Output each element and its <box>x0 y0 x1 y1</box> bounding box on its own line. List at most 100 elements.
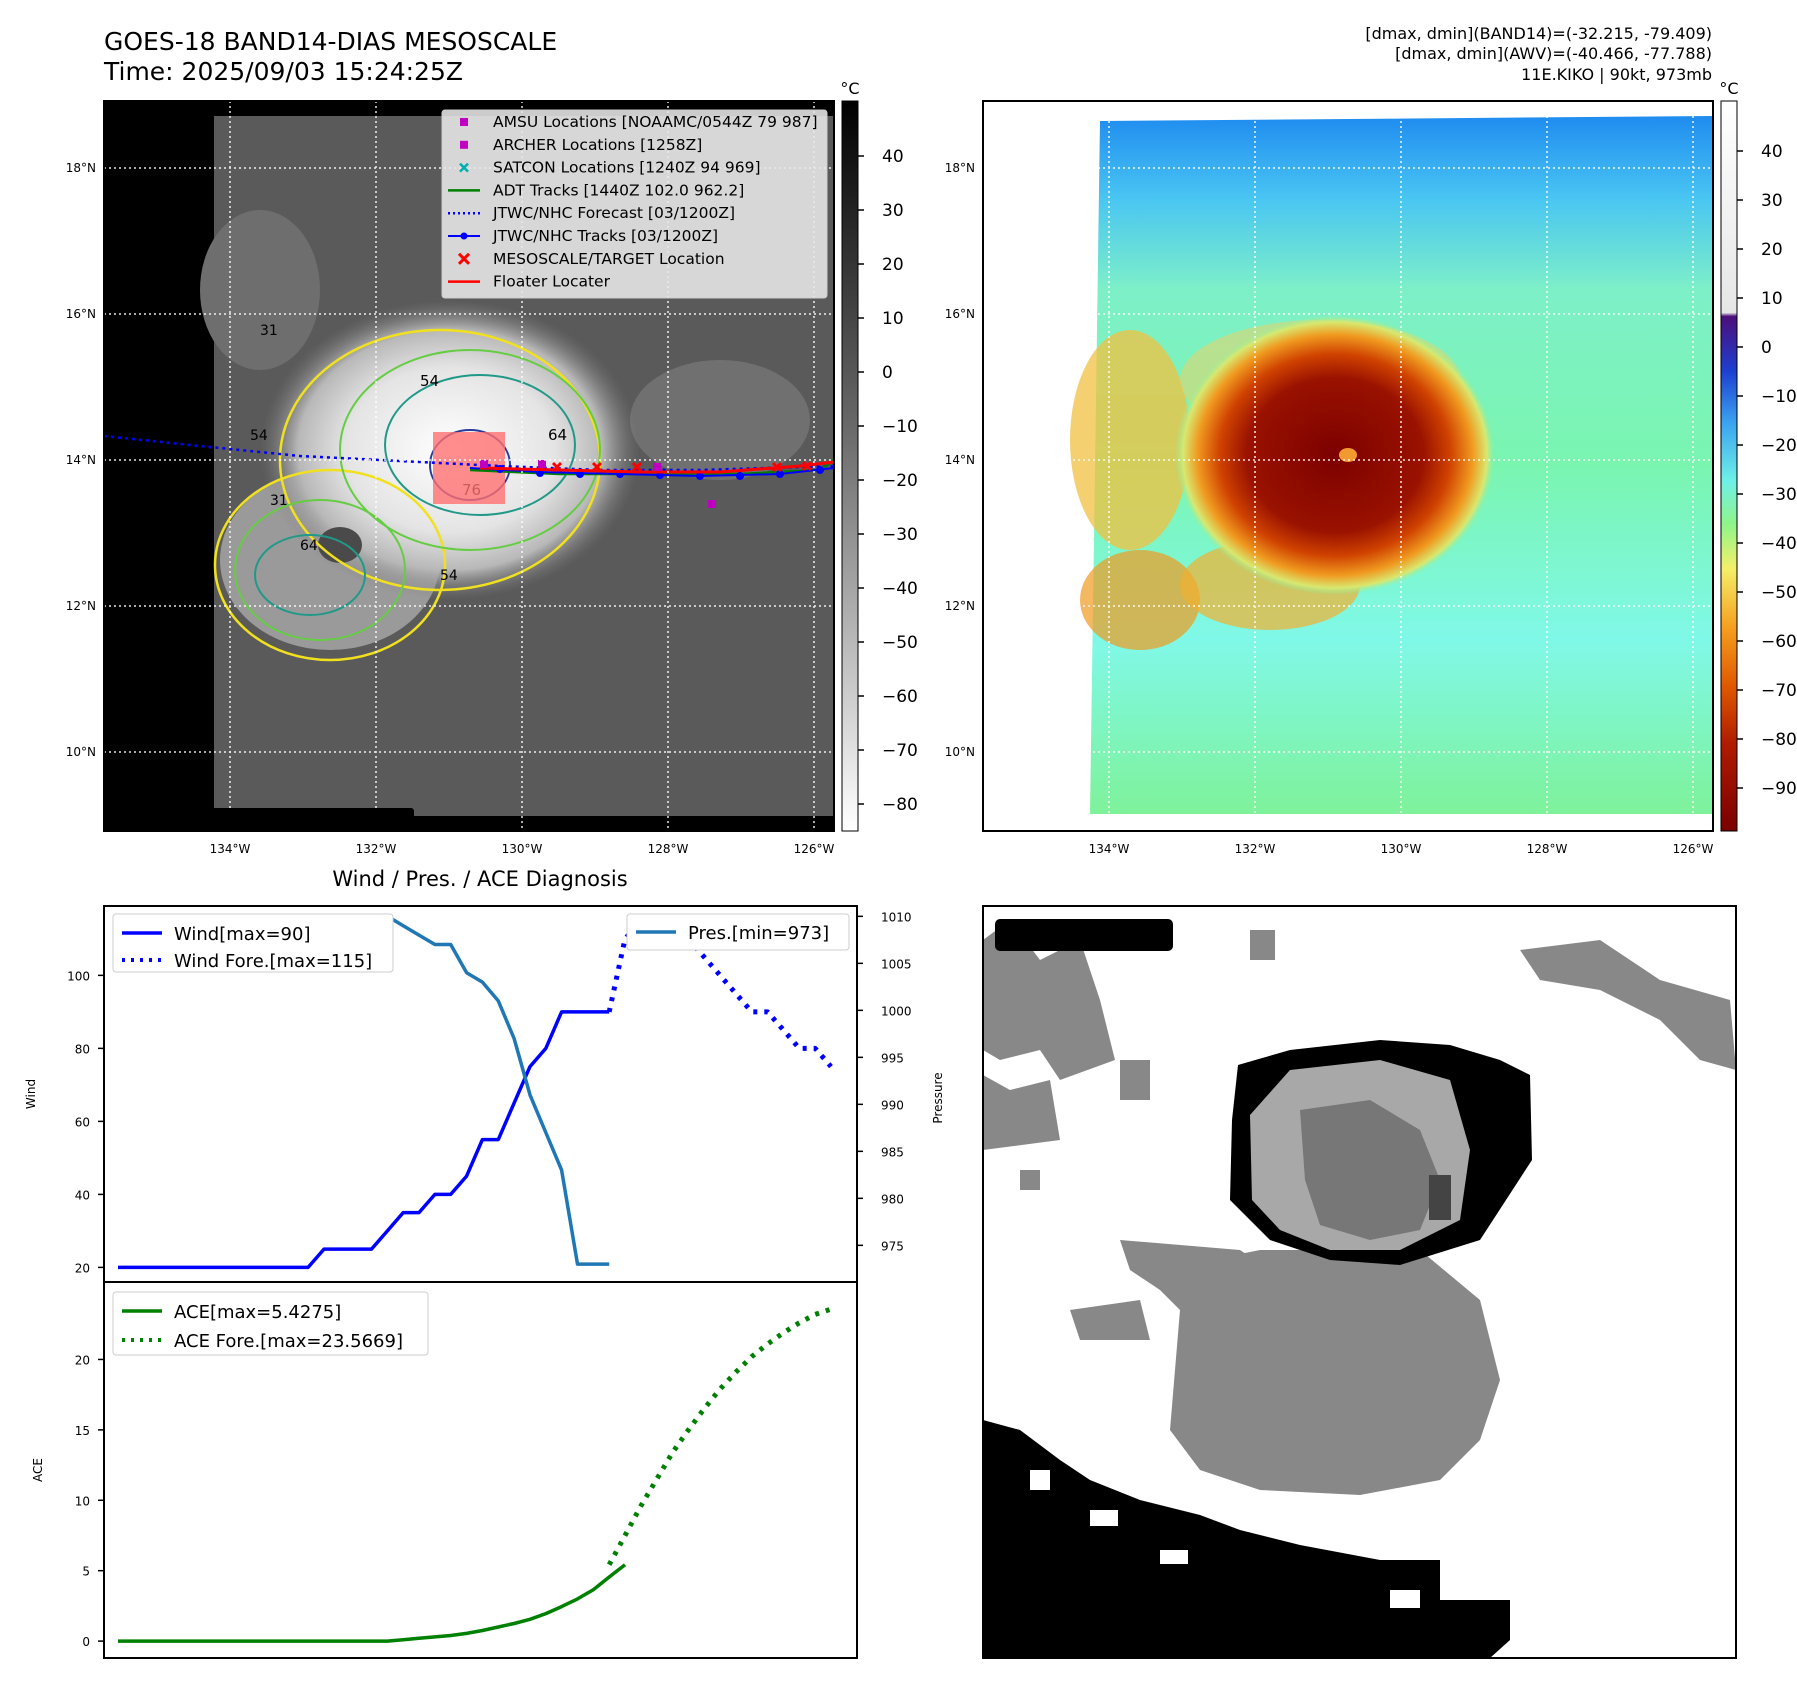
colorbar-tick-label: −10 <box>1761 387 1797 407</box>
lat-label: 10°N <box>945 745 975 759</box>
copyright-badge <box>104 808 414 831</box>
lat-label: 10°N <box>66 745 96 759</box>
colorbar-tick-label: 20 <box>882 255 904 275</box>
figure-title-line2: Time: 2025/09/03 15:24:25Z <box>103 57 463 86</box>
y-tick-label: 100 <box>67 969 90 983</box>
ace-forecast-legend-label: ACE Fore.[max=23.5669] <box>174 1331 403 1352</box>
diagnosis-title: Wind / Pres. / ACE Diagnosis <box>332 867 627 891</box>
contour-label-31: 31 <box>260 323 278 339</box>
colorbar-tick-label: 20 <box>1761 240 1783 260</box>
colorbar-tick-label: 30 <box>1761 191 1783 211</box>
mesoscale-target-markers <box>551 460 813 473</box>
legend-label-6: MESOSCALE/TARGET Location <box>493 250 725 268</box>
wind-pres-chart: 20 40 60 80 100 975 980 985 990 995 1000 1005 1010 W… <box>24 905 945 1283</box>
jtwc-forecast-track <box>103 434 835 472</box>
copyright-text: Copyright © 2020-2025 Dapiya <box>109 810 388 829</box>
contour-54 <box>339 349 601 551</box>
lon-label: 128°W <box>648 842 689 856</box>
colorbar-tick-label: −10 <box>882 417 918 437</box>
colorbar-tick-label: −60 <box>882 687 918 707</box>
lat-label: 18°N <box>945 161 975 175</box>
archer-amsu-markers <box>480 460 716 508</box>
colorbar-tick-label: −80 <box>1761 730 1797 750</box>
awv-panel <box>982 100 1714 832</box>
info-line-storm: 11E.KIKO | 90kt, 973mb <box>1521 65 1712 84</box>
contour-label-54: 54 <box>420 372 439 390</box>
pressure-legend: Pres.[min=973] <box>626 913 850 951</box>
y-right-tick-label: 1005 <box>881 957 912 971</box>
contour-label-64b: 64 <box>300 538 318 554</box>
info-line-awv: [dmax, dmin](AWV)=(-40.466, -77.788) <box>1395 44 1712 63</box>
y-tick-label: 5 <box>82 1565 90 1579</box>
lon-label: 132°W <box>1235 842 1276 856</box>
legend-label-2: SATCON Locations [1240Z 94 969] <box>493 159 761 177</box>
legend-symbol-5 <box>448 232 480 240</box>
y-tick-label: 15 <box>75 1424 90 1438</box>
legend-label-1: ARCHER Locations [1258Z] <box>493 136 702 154</box>
awv-storm-core <box>1175 315 1495 595</box>
ir-colorbar-unit: °C <box>840 79 859 98</box>
wmg-count-badge <box>995 919 1173 951</box>
awv-eye <box>1339 448 1357 462</box>
y-tick-label: 20 <box>75 1261 90 1275</box>
lon-label: 130°W <box>1381 842 1422 856</box>
lat-label: 18°N <box>66 161 96 175</box>
wmg-black-regions <box>983 1420 1510 1658</box>
ace-legend: ACE[max=5.4275] ACE Fore.[max=23.5669] <box>112 1291 429 1356</box>
wmg-count-text: WMG Count: 0 <box>1002 924 1163 948</box>
colorbar-tick-label: −40 <box>1761 534 1797 554</box>
y-tick-label: 40 <box>75 1188 90 1202</box>
pressure-axis-label: Pressure <box>931 1072 945 1123</box>
colorbar-tick-label: −50 <box>1761 583 1797 603</box>
ace-chart: 0 5 10 15 20 ACE ACE[max=5.4275] ACE Fore.[m… <box>31 1281 858 1659</box>
wind-legend: Wind[max=90] Wind Fore.[max=115] <box>112 913 394 973</box>
legend-label-3: ADT Tracks [1440Z 102.0 962.2] <box>493 181 744 199</box>
wind-legend-label: Wind[max=90] <box>174 924 311 945</box>
lon-label: 132°W <box>356 842 397 856</box>
wind-forecast-legend-label: Wind Fore.[max=115] <box>174 951 372 972</box>
colorbar-tick-label: 40 <box>882 147 904 167</box>
info-line-band14: [dmax, dmin](BAND14)=(-32.215, -79.409) <box>1365 24 1712 43</box>
y-right-tick-label: 990 <box>881 1098 904 1112</box>
lon-label: 134°W <box>1089 842 1130 856</box>
lat-label: 14°N <box>945 453 975 467</box>
lon-label: 126°W <box>1673 842 1714 856</box>
legend-symbol-0 <box>460 118 468 126</box>
contour-label-31b: 31 <box>270 493 288 509</box>
series-line-0 <box>118 1010 610 1270</box>
y-tick-label: 20 <box>75 1353 90 1367</box>
wmg-white-holes <box>1030 1470 1420 1608</box>
colorbar-tick-label: 40 <box>1761 142 1783 162</box>
lon-label: 128°W <box>1527 842 1568 856</box>
legend-label-4: JTWC/NHC Forecast [03/1200Z] <box>492 204 735 222</box>
legend-label-0: AMSU Locations [NOAAMC/0544Z 79 987] <box>493 113 818 131</box>
figure-title-line1: GOES-18 BAND14-DIAS MESOSCALE <box>104 27 557 56</box>
ir-panel: 54 64 76 31 31 54 64 54 <box>103 100 835 832</box>
legend-symbol-6 <box>457 252 471 265</box>
y-right-tick-label: 1010 <box>881 910 912 924</box>
lat-label: 12°N <box>945 599 975 613</box>
ace-legend-label: ACE[max=5.4275] <box>174 1302 341 1323</box>
y-right-tick-label: 995 <box>881 1051 904 1065</box>
legend-symbol-1 <box>460 140 468 149</box>
contour-64 <box>384 374 576 516</box>
contour-label-54b: 54 <box>440 568 458 584</box>
y-right-tick-label: 985 <box>881 1145 904 1159</box>
colorbar-tick-label: −90 <box>1761 779 1797 799</box>
colorbar-tick-label: −70 <box>1761 681 1797 701</box>
legend-label-7: Floater Locater <box>493 273 611 291</box>
lon-label: 130°W <box>502 842 543 856</box>
colorbar-tick-label: −70 <box>882 741 918 761</box>
colorbar-tick-label: 30 <box>882 201 904 221</box>
colorbar-tick-label: −30 <box>1761 485 1797 505</box>
lat-label: 14°N <box>66 453 96 467</box>
awv-colorbar: °C 40 30 20 10 0 −10 −20 −30 −40 −50 −60 −70 −80 −90 <box>1719 79 1797 832</box>
colorbar-tick-label: −30 <box>882 525 918 545</box>
ir-colorbar: °C 40 30 20 10 0 −10 −20 −30 −40 −50 −60 −70 −80 <box>840 79 918 832</box>
y-tick-label: 10 <box>75 1494 90 1508</box>
legend-symbol-2 <box>459 162 469 173</box>
awv-colorbar-unit: °C <box>1719 79 1738 98</box>
colorbar-tick-label: −60 <box>1761 632 1797 652</box>
colorbar-tick-label: 10 <box>1761 289 1783 309</box>
